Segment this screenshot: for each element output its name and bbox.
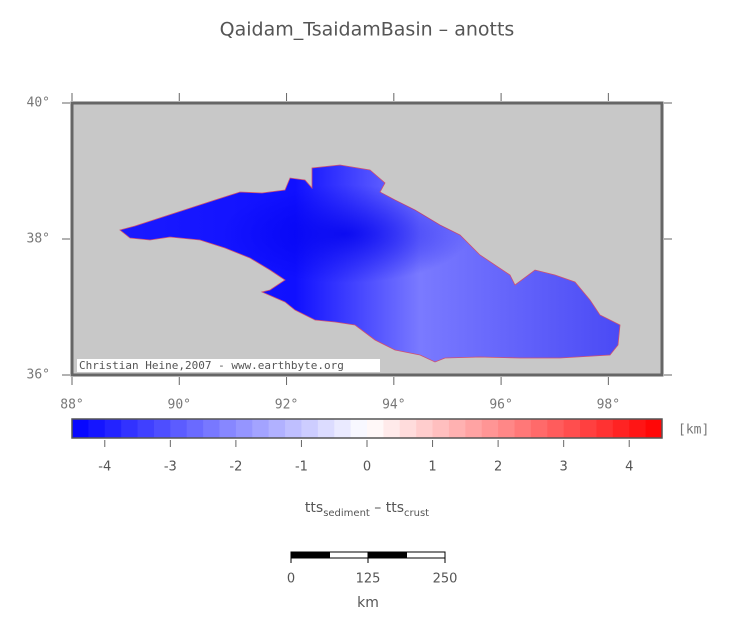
colorbar-cell — [186, 419, 204, 438]
scalebar-segment — [406, 551, 446, 559]
scalebar-segment — [290, 551, 330, 559]
label-part: – tts — [370, 500, 404, 516]
colorbar-cell — [235, 419, 253, 438]
colorbar-cell — [645, 419, 663, 438]
scalebar-segment — [367, 551, 407, 559]
colorbar-cell — [448, 419, 466, 438]
colorbar-tick-label: -4 — [98, 460, 111, 475]
colorbar-cell — [432, 419, 450, 438]
basin-shade — [120, 165, 620, 362]
lon-label: 92° — [275, 398, 298, 413]
colorbar-cell — [72, 419, 89, 438]
colorbar-cell — [104, 419, 122, 438]
basin — [119, 164, 621, 363]
lon-label: 98° — [597, 398, 620, 413]
colorbar-cell — [334, 419, 352, 438]
lat-label: 40° — [27, 96, 50, 111]
colorbar-cell — [203, 419, 220, 438]
colorbar-cell — [563, 419, 581, 438]
colorbar-cell — [268, 419, 286, 438]
scalebar-label: 125 — [356, 572, 381, 587]
colorbar-cell — [137, 419, 155, 438]
colorbar-cell — [121, 419, 139, 438]
colorbar-cell — [629, 419, 647, 438]
colorbar-unit: [km] — [678, 423, 709, 438]
colorbar-cell — [547, 419, 565, 438]
colorbar-cell — [514, 419, 532, 438]
colorbar-cell — [285, 419, 302, 438]
colorbar-label: ttssediment – ttscrust — [305, 500, 429, 519]
title: Qaidam_TsaidamBasin – anotts — [220, 19, 515, 41]
colorbar-cell — [580, 419, 597, 438]
lat-label: 38° — [27, 232, 50, 247]
colorbar-cell — [596, 419, 614, 438]
colorbar-cell — [481, 419, 499, 438]
colorbar-cell — [416, 419, 434, 438]
colorbar-cell — [383, 419, 401, 438]
colorbar-cell — [612, 419, 630, 438]
colorbar-cell — [350, 419, 368, 438]
colorbar-cell — [153, 419, 171, 438]
scalebar-segment — [329, 551, 369, 559]
colorbar-cell — [88, 419, 106, 438]
colorbar-cell — [498, 419, 515, 438]
scalebar-label: 250 — [433, 572, 458, 587]
credit-box — [77, 359, 380, 372]
colorbar-cell — [170, 419, 188, 438]
colorbar-cell — [530, 419, 548, 438]
colorbar-tick-label: 1 — [428, 460, 436, 475]
lon-label: 90° — [168, 398, 191, 413]
scalebar-label: 0 — [287, 572, 295, 587]
scalebar-unit: km — [357, 595, 379, 611]
colorbar-cell — [301, 419, 319, 438]
colorbar-tick-label: 0 — [363, 460, 371, 475]
colorbar-cell — [399, 419, 417, 438]
colorbar-cell — [252, 419, 270, 438]
colorbar-tick-label: 2 — [494, 460, 502, 475]
label-sub: sediment — [323, 508, 370, 519]
lat-label: 36° — [27, 368, 50, 383]
colorbar-tick-label: 3 — [560, 460, 568, 475]
colorbar-tick-label: 4 — [625, 460, 633, 475]
label-part: tts — [305, 500, 323, 516]
colorbar-cell — [317, 419, 335, 438]
colorbar-tick-label: -3 — [164, 460, 177, 475]
lon-label: 96° — [489, 398, 512, 413]
label-sub: crust — [404, 508, 429, 519]
colorbar-tick-label: -2 — [229, 460, 242, 475]
colorbar-cell — [465, 419, 483, 438]
colorbar-tick-label: -1 — [295, 460, 308, 475]
colorbar-cell — [219, 419, 237, 438]
credit: Christian Heine,2007 - www.earthbyte.org — [79, 359, 344, 372]
lon-label: 94° — [382, 398, 405, 413]
colorbar-cell — [367, 419, 384, 438]
colorbar-frame — [71, 418, 663, 439]
lon-label: 88° — [60, 398, 83, 413]
